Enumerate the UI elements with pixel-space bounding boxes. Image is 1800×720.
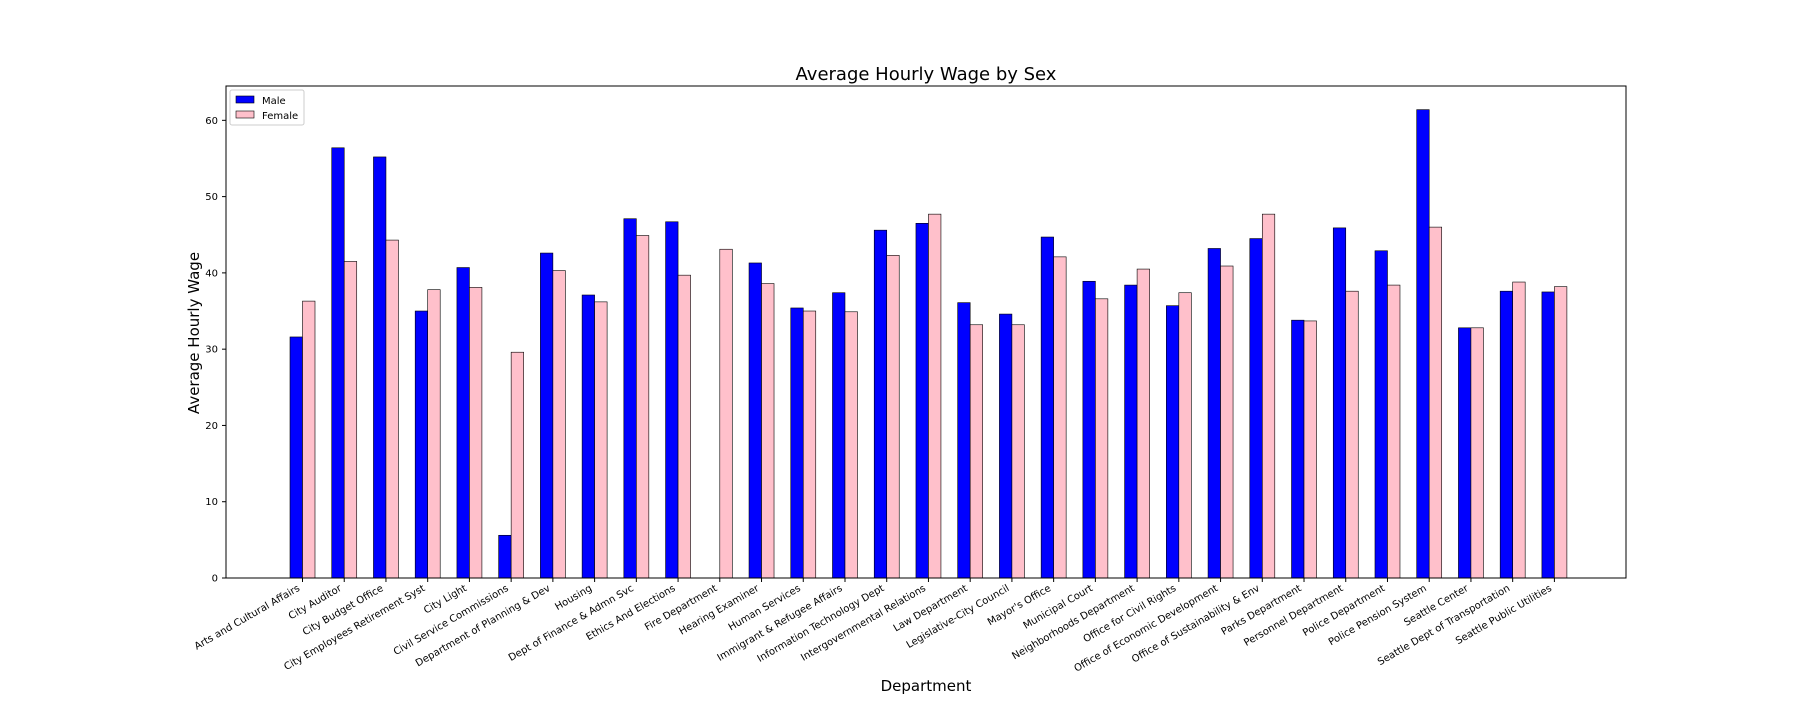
y-tick-label: 20	[205, 421, 218, 432]
bar-male	[1166, 305, 1180, 579]
bar-male	[1040, 236, 1054, 579]
legend-label-female: Female	[262, 111, 298, 122]
bar-male	[665, 221, 679, 579]
y-tick-label: 50	[205, 192, 218, 203]
y-tick-label: 30	[205, 345, 218, 356]
bar-male	[540, 252, 554, 579]
y-tick-label: 10	[205, 497, 218, 508]
bar-female	[594, 301, 608, 579]
bar-male	[289, 336, 303, 579]
y-tick-label: 0	[212, 574, 218, 585]
bar-male	[1416, 109, 1430, 579]
bar-female	[1554, 286, 1568, 579]
bar-male	[1541, 291, 1555, 579]
bar-female	[719, 248, 733, 579]
legend-swatch-male	[235, 95, 255, 104]
legend-label-male: Male	[262, 96, 286, 107]
bar-female	[1303, 320, 1317, 579]
bar-female	[469, 287, 483, 579]
bar-female	[385, 239, 399, 579]
bar-female	[510, 351, 524, 579]
legend: Male Female	[229, 89, 305, 126]
x-axis-label: Department	[881, 677, 972, 695]
bar-female	[844, 311, 858, 579]
legend-swatch-female	[235, 110, 255, 119]
bar-female	[636, 235, 650, 579]
bar-male	[832, 292, 846, 579]
bar-female	[928, 213, 942, 579]
bar-male	[414, 310, 428, 579]
bar-female	[761, 283, 775, 579]
bar-female	[1512, 281, 1526, 579]
y-tick-label: 40	[205, 268, 218, 279]
bar-male	[456, 267, 470, 579]
x-tick-label: Arts and Cultural Affairs	[193, 583, 302, 652]
bar-male	[623, 218, 637, 579]
bar-female	[1345, 290, 1359, 579]
bar-male	[581, 294, 595, 579]
bar-female	[1178, 292, 1192, 579]
y-axis-label: Average Hourly Wage	[185, 252, 203, 414]
bar-male	[1458, 327, 1472, 579]
bar-male	[748, 262, 762, 579]
bar-male	[957, 302, 971, 579]
bar-male	[1374, 250, 1388, 579]
bar-female	[1011, 324, 1025, 579]
bar-female	[1053, 256, 1067, 579]
bar-male	[999, 313, 1013, 579]
bar-female	[969, 324, 983, 579]
bar-female	[1470, 327, 1484, 579]
bar-male	[1082, 280, 1096, 579]
bar-female	[552, 270, 566, 579]
bar-female	[1095, 298, 1109, 579]
bar-female	[1136, 268, 1150, 579]
bar-male	[873, 229, 888, 579]
bar-male	[373, 156, 387, 579]
bar-female	[886, 255, 900, 579]
bar-male	[498, 534, 512, 579]
bar-female	[427, 289, 441, 579]
bar-female	[677, 274, 691, 579]
bar-male	[1207, 248, 1221, 579]
bar-male	[790, 307, 804, 579]
bar-male	[1124, 284, 1138, 579]
bar-male	[1499, 290, 1513, 579]
bar-male	[1332, 227, 1347, 579]
bar-female	[1428, 226, 1443, 579]
bar-female	[1220, 265, 1234, 579]
bar-male	[1291, 319, 1305, 579]
bars-group	[289, 109, 1568, 579]
chart-title: Average Hourly Wage by Sex	[796, 64, 1057, 85]
bar-female	[1387, 284, 1401, 579]
bar-female	[802, 310, 817, 579]
bar-male	[331, 147, 345, 579]
plot-frame	[225, 85, 1627, 579]
y-tick-label: 60	[205, 116, 218, 127]
bar-male	[1249, 238, 1263, 579]
bar-female	[1261, 213, 1276, 579]
bar-female	[343, 261, 358, 579]
bar-male	[915, 223, 929, 579]
y-axis: 0 10 20 30 40 50 60	[205, 116, 226, 585]
bar-female	[302, 300, 316, 579]
